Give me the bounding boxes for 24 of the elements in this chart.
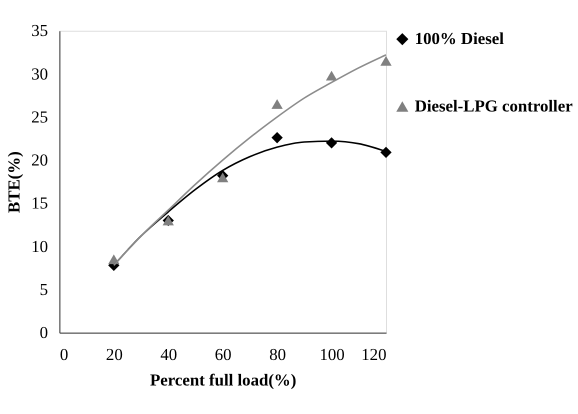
- y-tick-label: 30: [31, 64, 48, 84]
- x-tick-label: 100: [319, 344, 345, 364]
- x-axis-title: Percent full load(%): [150, 370, 296, 390]
- x-tick-label: 80: [269, 344, 286, 364]
- legend-label: Diesel-LPG controller: [414, 96, 574, 116]
- x-tick-label: 40: [160, 344, 178, 364]
- x-tick-label: 60: [214, 344, 232, 364]
- y-tick-label: 10: [31, 236, 48, 256]
- point: [271, 132, 283, 144]
- x-tick-label: 20: [106, 344, 123, 364]
- y-axis-title: BTE(%): [4, 151, 24, 213]
- point: [217, 172, 228, 182]
- y-tick-label: 35: [31, 21, 48, 40]
- point: [326, 70, 338, 80]
- y-tick-label: 20: [31, 150, 48, 170]
- y-tick-label: 25: [31, 107, 48, 126]
- y-tick-label: 15: [31, 194, 48, 213]
- point: [271, 99, 283, 109]
- y-tick-label: 0: [40, 323, 48, 342]
- x-tick-label: 120: [361, 344, 386, 364]
- point: [380, 56, 392, 66]
- y-tick-label: 5: [40, 280, 48, 299]
- legend-label: 100% Diesel: [414, 29, 504, 48]
- x-tick-label: 0: [60, 344, 68, 364]
